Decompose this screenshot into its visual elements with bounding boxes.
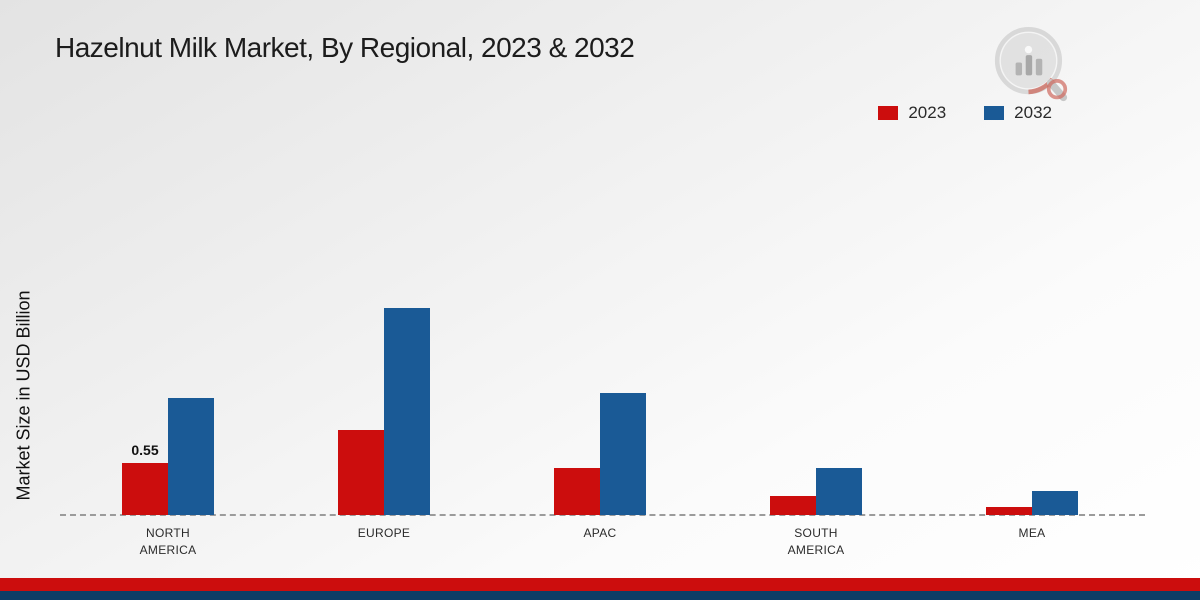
bar-2032	[600, 393, 646, 515]
bar-2023	[770, 496, 816, 515]
footer-navy-strip	[0, 591, 1200, 600]
x-axis-baseline	[60, 514, 1145, 516]
bar-2032	[168, 398, 214, 515]
category-label: MEA	[1018, 526, 1046, 540]
bar-value-label: 0.55	[131, 442, 159, 458]
legend-item-2023: 2023	[878, 103, 946, 123]
bar-2032	[816, 468, 862, 515]
y-axis-label: Market Size in USD Billion	[13, 290, 34, 501]
category-label: NORTH AMERICA	[139, 526, 197, 558]
bar-group: SOUTH AMERICA	[770, 280, 862, 557]
category-label: APAC	[583, 526, 617, 540]
bar-group: MEA	[986, 280, 1078, 540]
bar-pair	[338, 308, 430, 515]
bar-2023	[986, 507, 1032, 515]
bar-group: EUROPE	[338, 280, 430, 540]
bar-group: APAC	[554, 280, 646, 540]
legend: 2023 2032	[878, 103, 1052, 123]
plot-area: 0.55 NORTH AMERICA EUROPE APAC SOUTH AMERICA…	[60, 280, 1140, 557]
bar-2023	[338, 430, 384, 515]
bar-pair: 0.55	[122, 398, 214, 515]
legend-item-2032: 2032	[984, 103, 1052, 123]
category-label: SOUTH AMERICA	[787, 526, 845, 558]
chart-title: Hazelnut Milk Market, By Regional, 2023 …	[55, 32, 635, 63]
company-watermark-icon	[994, 27, 1068, 102]
legend-label-2032: 2032	[1014, 103, 1052, 122]
bar-pair	[986, 491, 1078, 515]
legend-swatch-2023	[878, 106, 899, 120]
bar-group: 0.55 NORTH AMERICA	[122, 280, 214, 557]
bar-2023: 0.55	[122, 442, 168, 515]
bar-2032	[384, 308, 430, 515]
footer-red-strip	[0, 578, 1200, 591]
bar-2032	[1032, 491, 1078, 515]
bar-pair	[554, 393, 646, 515]
bar-2023	[554, 468, 600, 515]
legend-swatch-2032	[984, 106, 1005, 120]
bar-pair	[770, 468, 862, 515]
legend-label-2023: 2023	[908, 103, 947, 122]
category-label: EUROPE	[357, 526, 411, 540]
